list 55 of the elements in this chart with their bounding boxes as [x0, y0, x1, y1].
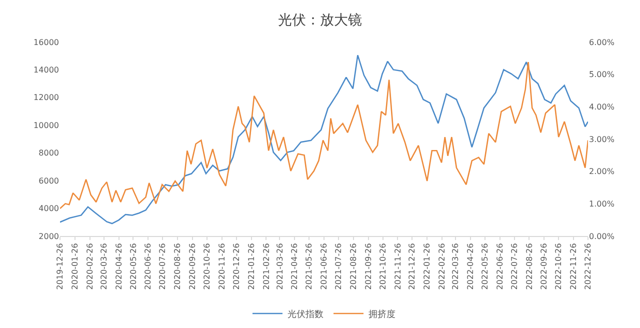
x-tick-label: 2022-04-26	[466, 243, 476, 290]
x-tick-label: 2021-10-26	[378, 243, 388, 290]
y-tick-label: 2000	[38, 232, 59, 241]
x-tick-label: 2020-07-26	[158, 243, 168, 290]
y-tick-label: 6000	[38, 176, 59, 186]
x-tick-label: 2020-11-26	[217, 243, 226, 290]
y2-tick-label: 6.00%	[589, 38, 615, 47]
y2-tick-label: 3.00%	[589, 134, 615, 144]
x-tick-label: 2020-12-26	[232, 243, 241, 290]
legend-label: 光伏指数	[288, 309, 324, 320]
x-tick-label: 2022-07-26	[510, 243, 519, 290]
x-tick-label: 2022-09-26	[540, 243, 549, 290]
y-tick-label: 16000	[34, 38, 59, 47]
x-tick-label: 2020-06-26	[144, 243, 153, 290]
x-tick-label: 2020-02-26	[85, 243, 94, 290]
y2-tick-label: 2.00%	[589, 167, 615, 176]
y2-tick-label: 1.00%	[589, 199, 615, 208]
x-tick-label: 2021-07-26	[334, 243, 344, 290]
x-tick-label: 2020-04-26	[114, 243, 124, 290]
x-tick-label: 2022-06-26	[495, 243, 504, 290]
y-tick-label: 12000	[34, 93, 59, 102]
x-tick-label: 2021-09-26	[364, 243, 373, 290]
x-tick-label: 2020-01-26	[70, 243, 80, 290]
x-tick-label: 2022-01-26	[422, 243, 432, 290]
x-tick-label: 2021-08-26	[348, 243, 358, 290]
chart-title: 光伏：放大镜	[278, 12, 362, 29]
y2-tick-label: 5.00%	[589, 70, 615, 80]
x-tick-label: 2022-03-26	[451, 243, 460, 290]
y2-tick-label: 0.00%	[589, 232, 615, 241]
x-tick-label: 2020-09-26	[188, 243, 198, 290]
x-tick-label: 2022-08-26	[524, 243, 534, 290]
x-tick-label: 2021-03-26	[275, 243, 284, 290]
y-tick-label: 14000	[34, 66, 59, 75]
x-tick-label: 2021-04-26	[290, 243, 300, 290]
legend-label: 拥挤度	[368, 309, 396, 320]
x-tick-label: 2020-03-26	[99, 243, 108, 290]
x-tick-label: 2021-12-26	[408, 243, 417, 290]
x-tick-label: 2021-06-26	[320, 243, 329, 290]
x-tick-label: 2019-12-26	[56, 243, 65, 290]
x-tick-label: 2022-12-26	[584, 243, 593, 290]
x-tick-label: 2022-11-26	[569, 243, 578, 290]
x-tick-label: 2021-05-26	[304, 243, 314, 290]
x-tick-label: 2020-05-26	[128, 243, 138, 290]
y-tick-label: 8000	[38, 148, 59, 158]
x-tick-label: 2021-02-26	[262, 243, 271, 290]
x-tick-label: 2022-10-26	[554, 243, 564, 290]
y2-tick-label: 4.00%	[589, 102, 615, 112]
x-tick-label: 2020-10-26	[202, 243, 212, 290]
y-tick-label: 10000	[34, 120, 59, 130]
x-tick-label: 2020-08-26	[173, 243, 182, 290]
x-tick-label: 2021-01-26	[246, 243, 256, 290]
y-tick-label: 4000	[38, 204, 59, 214]
x-tick-label: 2021-11-26	[393, 243, 402, 290]
x-tick-label: 2022-05-26	[480, 243, 490, 290]
x-tick-label: 2022-02-26	[438, 243, 447, 290]
